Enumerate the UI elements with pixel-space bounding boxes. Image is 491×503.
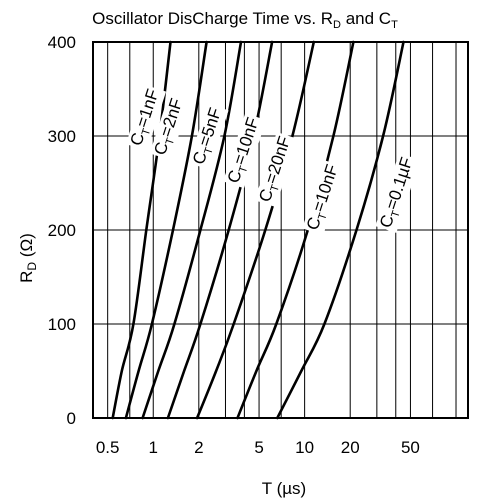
curve-series-2 (124, 40, 208, 420)
curve-label-sub: T (164, 136, 178, 146)
x-tick-label: 1 (149, 438, 158, 457)
curve-series-3 (141, 40, 243, 420)
x-tick-label: 10 (295, 438, 314, 457)
chart-title-middle: and C (341, 9, 391, 28)
x-tick-label: 0.5 (96, 438, 120, 457)
y-tick-label: 400 (48, 33, 76, 52)
curve-label-7: CT=0.1µF (375, 153, 421, 233)
curve-label-main: C (255, 187, 277, 205)
curve-label-sub: T (140, 127, 154, 137)
curve-label-5: CT=20nF (254, 132, 298, 208)
y-axis-label-sub: D (25, 262, 39, 271)
curve-label-text: CT=10nF (303, 162, 345, 233)
curve-label-bg (254, 132, 298, 208)
y-tick-label: 0 (67, 409, 76, 428)
x-axis-label: T (µs) (262, 479, 306, 498)
curve-label-main: C (189, 149, 211, 167)
chart-title: Oscillator DisCharge Time vs. RD and CT (92, 9, 398, 31)
curve-label-6: CT=10nF (302, 160, 346, 236)
curve-label-sub: T (202, 146, 216, 156)
curve-label-bg (149, 94, 190, 161)
x-tick-label: 20 (341, 438, 360, 457)
curve-label-sub: T (237, 164, 251, 174)
curve-series-5 (195, 40, 316, 420)
curve-label-bg (375, 153, 421, 233)
x-tick-label: 5 (254, 438, 263, 457)
x-tick-label: 50 (401, 438, 420, 457)
curve-layer (111, 40, 405, 420)
y-tick-label: 100 (48, 315, 76, 334)
curve-label-sub: T (316, 211, 330, 221)
curve-series-7 (276, 40, 405, 420)
y-axis-label-unit: (Ω) (17, 233, 36, 262)
y-tick-label: 200 (48, 221, 76, 240)
y-axis-label: RD (Ω) (17, 233, 39, 283)
curve-label-main: C (127, 130, 149, 148)
curve-series-6 (236, 40, 355, 420)
curve-label-main: C (150, 140, 172, 158)
curve-label-bg (223, 113, 267, 189)
curve-label-bg (302, 160, 346, 236)
curve-label-sub: T (269, 183, 283, 193)
tick-label-layer: 0 100 200 300 400 0.5 1 2 5 10 20 50 (48, 33, 420, 457)
y-tick-label: 300 (48, 127, 76, 146)
curve-label-4: CT=10nF (223, 113, 267, 189)
chart-title-prefix: Oscillator DisCharge Time vs. R (92, 9, 333, 28)
plot-frame (92, 41, 469, 419)
curve-label-main: C (376, 213, 398, 231)
curve-label-bg (125, 84, 167, 151)
curve-label-text: CT=20nF (255, 134, 297, 205)
curve-label-bg (188, 103, 229, 170)
curve-label-main: C (224, 168, 246, 186)
curve-label-main: C (303, 215, 325, 233)
curve-label-sub: T (389, 209, 403, 219)
y-axis-label-main: R (17, 271, 36, 283)
x-tick-label: 2 (194, 438, 203, 457)
chart-title-sub-t: T (391, 19, 398, 31)
chart-title-sub-d: D (333, 19, 341, 31)
